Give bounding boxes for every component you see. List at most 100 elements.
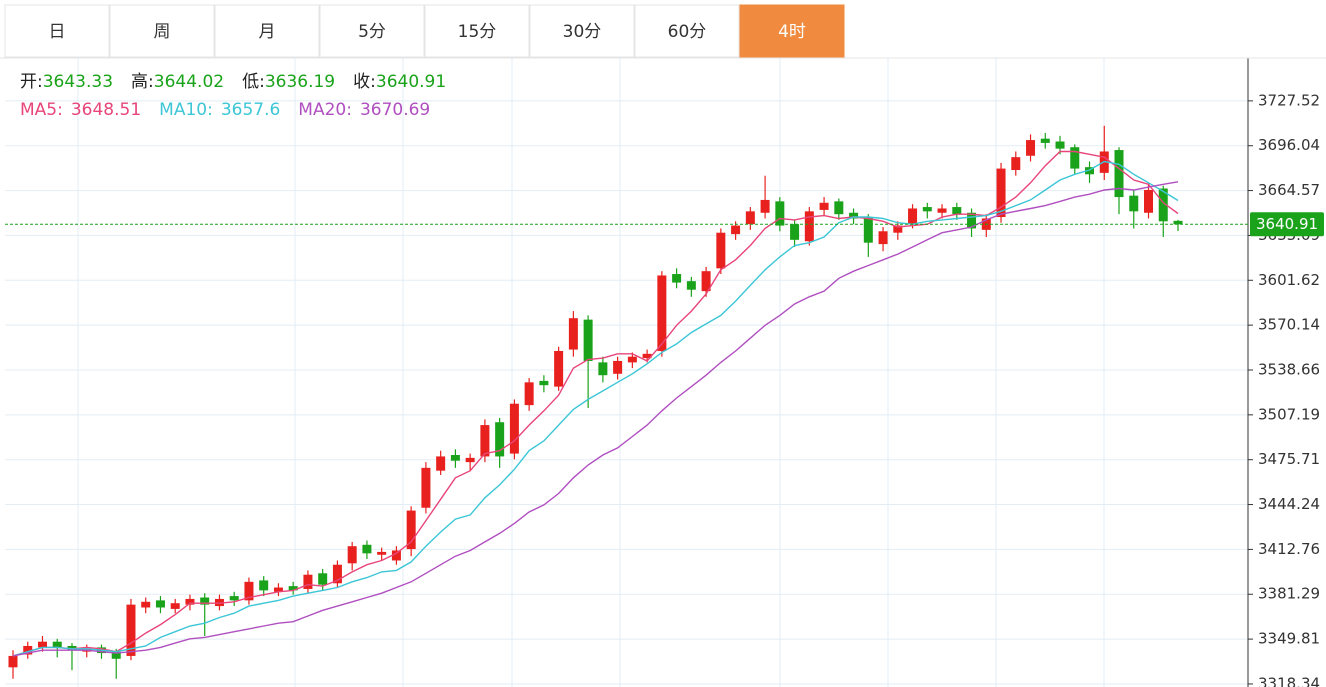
info-label: 开: <box>20 72 43 92</box>
tab[interactable] <box>319 4 425 58</box>
candle-body <box>8 655 18 668</box>
candle-body <box>1114 150 1124 198</box>
tab[interactable] <box>529 4 635 58</box>
tab-label[interactable]: 60分 <box>668 22 707 42</box>
tab[interactable] <box>214 4 320 58</box>
candle-body <box>996 168 1006 218</box>
y-tick-label: 3381.29 <box>1258 585 1320 603</box>
candle-body <box>937 208 947 213</box>
y-tick-label: 3507.19 <box>1258 405 1320 423</box>
candle-body <box>657 275 667 351</box>
tab[interactable] <box>109 4 215 58</box>
tab-label[interactable]: 周 <box>154 22 171 42</box>
candle-body <box>170 603 180 609</box>
ma-line <box>12 160 1179 657</box>
candle-body <box>1129 195 1139 212</box>
ma-legend-value: 3657.6 <box>221 100 280 120</box>
tab-label[interactable]: 15分 <box>458 22 497 42</box>
candle-body <box>804 211 814 242</box>
candle-body <box>1011 157 1021 171</box>
candle-body <box>1158 188 1168 222</box>
candle-body <box>244 581 254 601</box>
candle-body <box>908 208 918 225</box>
candle-body <box>642 353 652 359</box>
candle-body <box>775 201 785 226</box>
candle-body <box>952 207 962 215</box>
candle-body <box>214 598 224 607</box>
tab-label[interactable]: 日 <box>49 22 66 42</box>
candle-body <box>52 641 62 648</box>
tab-label[interactable]: 4时 <box>778 22 806 42</box>
tab[interactable] <box>634 4 740 58</box>
candle-body <box>273 587 283 592</box>
y-tick-label: 3444.24 <box>1258 495 1320 513</box>
candle-body <box>627 356 637 363</box>
candle-body <box>878 231 888 245</box>
candle-body <box>554 350 564 387</box>
info-value: 3640.91 <box>376 72 446 92</box>
candle-body <box>790 224 800 240</box>
tab-label[interactable]: 月 <box>259 22 276 42</box>
candle-body <box>332 564 342 584</box>
candle-body <box>141 601 151 608</box>
info-value: 3644.02 <box>154 72 224 92</box>
candle-body <box>185 598 195 605</box>
candle-body <box>37 641 47 648</box>
y-tick-label: 3664.57 <box>1258 181 1320 199</box>
tab[interactable] <box>4 4 110 58</box>
tab-label[interactable]: 30分 <box>563 22 602 42</box>
ma-legend-name: MA20: <box>298 100 352 120</box>
candle-body <box>849 212 859 219</box>
candle-body <box>23 645 33 655</box>
candle-body <box>229 596 239 601</box>
y-tick-label: 3475.71 <box>1258 450 1320 468</box>
info-label: 收: <box>353 72 376 92</box>
candle-body <box>967 212 977 229</box>
ma-line <box>12 150 1179 657</box>
candle-body <box>863 217 873 243</box>
candle-body <box>524 382 534 406</box>
ma-line <box>12 181 1179 657</box>
info-label: 高: <box>131 72 154 92</box>
y-tick-label: 3318.34 <box>1258 674 1320 687</box>
info-value: 3643.33 <box>43 72 113 92</box>
tab[interactable] <box>739 4 845 58</box>
candle-body <box>834 201 844 215</box>
y-tick-label: 3727.52 <box>1258 91 1320 109</box>
candle-body <box>406 510 416 550</box>
candle-body <box>288 586 298 591</box>
candle-body <box>716 232 726 269</box>
candle-body <box>672 274 682 283</box>
candle-body <box>480 425 490 457</box>
candle-body <box>686 281 696 290</box>
y-tick-label: 3349.81 <box>1258 630 1320 648</box>
candle-body <box>200 597 210 605</box>
candle-body <box>731 225 741 235</box>
candle-body <box>436 456 446 471</box>
candle-body <box>421 467 431 508</box>
candle-body <box>509 403 519 454</box>
candle-body <box>1070 147 1080 169</box>
candle-body <box>583 319 593 361</box>
candle-body <box>1026 140 1036 156</box>
candle-body <box>760 199 770 213</box>
candle-body <box>539 380 549 386</box>
candle-body <box>465 457 475 463</box>
candle-body <box>568 318 578 350</box>
candle-body <box>377 551 387 555</box>
candle-body <box>893 225 903 233</box>
candle-body <box>126 604 136 656</box>
y-tick-label: 3601.62 <box>1258 271 1320 289</box>
candle-body <box>1144 189 1154 213</box>
y-tick-label: 3538.66 <box>1258 360 1320 378</box>
candle-body <box>155 600 165 608</box>
tab-label[interactable]: 5分 <box>358 22 386 42</box>
candle-body <box>819 202 829 210</box>
tab[interactable] <box>424 4 530 58</box>
candle-body <box>1173 220 1183 225</box>
candle-body <box>259 580 269 591</box>
info-value: 3636.19 <box>265 72 335 92</box>
current-price-label: 3640.91 <box>1256 215 1318 233</box>
